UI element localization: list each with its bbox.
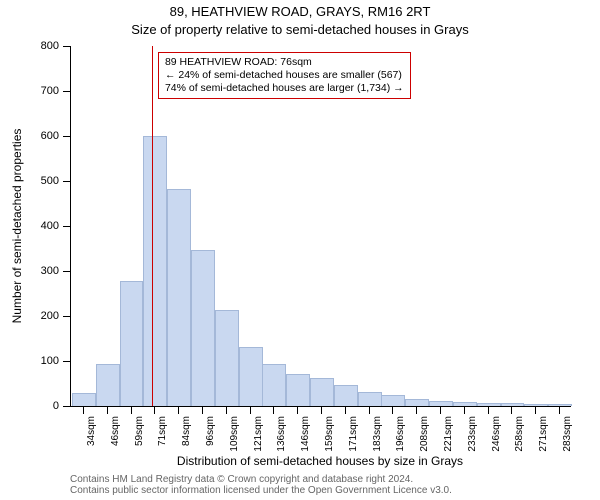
x-tick: [535, 406, 536, 414]
x-tick: [83, 406, 84, 414]
histogram-bar: [143, 136, 167, 406]
x-tick-label: 159sqm: [324, 416, 335, 452]
x-tick-label: 171sqm: [348, 416, 359, 452]
x-tick-label: 221sqm: [443, 416, 454, 452]
histogram-bar: [191, 250, 215, 406]
y-tick-label: 200: [41, 310, 59, 322]
y-tick-label: 800: [41, 40, 59, 52]
x-tick-label: 59sqm: [134, 416, 145, 446]
histogram-bar: [334, 385, 358, 406]
x-tick: [464, 406, 465, 414]
x-tick: [131, 406, 132, 414]
y-axis-label: Number of semi-detached properties: [10, 46, 30, 406]
x-tick: [511, 406, 512, 414]
x-tick: [369, 406, 370, 414]
x-tick-label: 46sqm: [110, 416, 121, 446]
x-tick: [178, 406, 179, 414]
x-tick-label: 109sqm: [229, 416, 240, 452]
annotation-line: ← 24% of semi-detached houses are smalle…: [165, 69, 404, 82]
chart-subtitle: Size of property relative to semi-detach…: [0, 22, 600, 37]
histogram-bar: [381, 395, 405, 406]
y-tick: [63, 136, 71, 137]
footnote-line-2: Contains public sector information licen…: [70, 485, 452, 496]
x-tick-label: 146sqm: [300, 416, 311, 452]
y-tick: [63, 316, 71, 317]
x-tick: [392, 406, 393, 414]
y-tick-label: 500: [41, 175, 59, 187]
x-tick: [416, 406, 417, 414]
reference-line: [152, 46, 153, 406]
x-tick-label: 84sqm: [181, 416, 192, 446]
plot-area: 010020030040050060070080034sqm46sqm59sqm…: [70, 46, 571, 407]
annotation-line: 74% of semi-detached houses are larger (…: [165, 82, 404, 95]
y-tick: [63, 226, 71, 227]
x-tick: [154, 406, 155, 414]
y-tick-label: 700: [41, 85, 59, 97]
y-tick-label: 600: [41, 130, 59, 142]
x-tick-label: 183sqm: [372, 416, 383, 452]
x-tick-label: 258sqm: [514, 416, 525, 452]
x-tick: [107, 406, 108, 414]
y-tick-label: 0: [53, 400, 59, 412]
histogram-bar: [405, 399, 429, 406]
histogram-bar: [310, 378, 334, 406]
x-tick-label: 136sqm: [276, 416, 287, 452]
annotation-box: 89 HEATHVIEW ROAD: 76sqm← 24% of semi-de…: [158, 52, 411, 99]
histogram-bar: [239, 347, 263, 407]
x-tick-label: 196sqm: [395, 416, 406, 452]
x-axis-label: Distribution of semi-detached houses by …: [70, 454, 570, 468]
x-tick: [345, 406, 346, 414]
y-tick: [63, 46, 71, 47]
y-tick-label: 400: [41, 220, 59, 232]
histogram-bar: [358, 392, 382, 407]
x-tick: [297, 406, 298, 414]
x-tick: [440, 406, 441, 414]
y-tick: [63, 271, 71, 272]
x-tick-label: 121sqm: [253, 416, 264, 452]
x-tick-label: 233sqm: [467, 416, 478, 452]
histogram-bar: [215, 310, 239, 406]
x-tick-label: 208sqm: [419, 416, 430, 452]
histogram-bar: [262, 364, 286, 406]
y-tick: [63, 91, 71, 92]
footnote: Contains HM Land Registry data © Crown c…: [70, 474, 452, 496]
x-tick: [202, 406, 203, 414]
histogram-bar: [96, 364, 120, 406]
x-tick: [250, 406, 251, 414]
y-tick: [63, 406, 71, 407]
histogram-bar: [167, 189, 191, 406]
x-tick-label: 283sqm: [562, 416, 573, 452]
x-tick-label: 34sqm: [86, 416, 97, 446]
footnote-line-1: Contains HM Land Registry data © Crown c…: [70, 474, 452, 485]
y-tick-label: 300: [41, 265, 59, 277]
chart-title: 89, HEATHVIEW ROAD, GRAYS, RM16 2RT: [0, 4, 600, 19]
y-tick: [63, 361, 71, 362]
histogram-bar: [286, 374, 310, 407]
x-tick-label: 246sqm: [491, 416, 502, 452]
histogram-bar: [120, 281, 144, 406]
x-tick: [321, 406, 322, 414]
y-tick-label: 100: [41, 355, 59, 367]
annotation-line: 89 HEATHVIEW ROAD: 76sqm: [165, 56, 404, 69]
x-tick-label: 71sqm: [157, 416, 168, 446]
x-tick: [559, 406, 560, 414]
chart-figure: 89, HEATHVIEW ROAD, GRAYS, RM16 2RT Size…: [0, 0, 600, 500]
x-tick: [273, 406, 274, 414]
x-tick-label: 271sqm: [538, 416, 549, 452]
x-tick: [488, 406, 489, 414]
x-tick: [226, 406, 227, 414]
histogram-bar: [72, 393, 96, 406]
x-tick-label: 96sqm: [205, 416, 216, 446]
y-tick: [63, 181, 71, 182]
